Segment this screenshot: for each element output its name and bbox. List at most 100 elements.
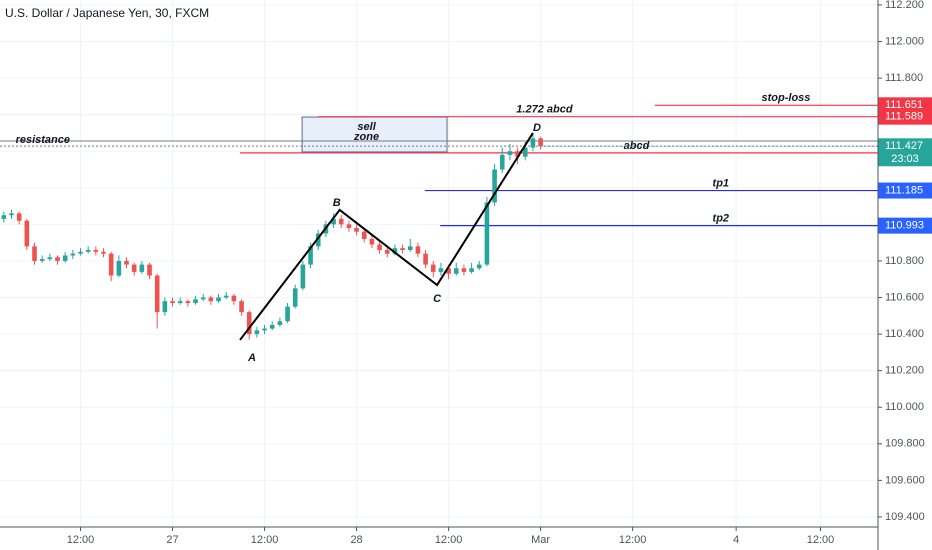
candle-body (507, 151, 513, 155)
candle-body (254, 330, 260, 335)
candle-body (55, 257, 60, 261)
candle-body (216, 297, 221, 302)
price-tag-label: 111.651 (885, 99, 923, 111)
level-label: tp2 (713, 213, 730, 225)
y-tick-label: 110.400 (885, 328, 924, 340)
candle-body (85, 249, 91, 252)
price-tag-label: 111.185 (885, 184, 923, 196)
x-tick-label: 27 (166, 534, 178, 546)
candle-body (446, 268, 451, 274)
candle-body (392, 248, 398, 254)
candle-body (131, 264, 137, 272)
price-tag-label: 111.589 (885, 111, 923, 123)
y-tick-label: 109.400 (885, 511, 925, 523)
candle-body (354, 228, 359, 232)
y-tick-label: 110.600 (885, 291, 924, 303)
pattern-label: A (247, 352, 256, 364)
candle-body (315, 233, 321, 247)
candle-body (369, 238, 375, 245)
x-tick-label: 12:00 (67, 534, 95, 546)
y-tick-label: 110.200 (885, 365, 924, 377)
candle-body (200, 297, 206, 300)
candle-body (147, 264, 152, 276)
candle-body (78, 251, 83, 254)
y-tick-label: 109.800 (885, 438, 925, 450)
candle-body (101, 251, 106, 254)
candle-body (361, 231, 367, 239)
price-tag (878, 217, 932, 234)
candle-body (62, 255, 68, 261)
candle-body (32, 246, 37, 261)
y-tick-label: 109.600 (885, 474, 925, 486)
candle-body (538, 138, 543, 147)
candle-body (530, 138, 536, 148)
sell-zone (301, 116, 448, 153)
candle-body (415, 246, 421, 254)
x-tick-label: 12:00 (435, 534, 463, 546)
candle-body (208, 297, 214, 302)
level-label: stop-loss (762, 92, 811, 104)
level-label: abcd (624, 140, 650, 152)
last-price-label: 111.427 (885, 140, 923, 152)
y-tick-label: 110.800 (885, 255, 924, 267)
candle-body (453, 268, 459, 274)
price-tag-label: 110.993 (885, 220, 924, 232)
candle-body (177, 301, 183, 303)
y-tick-label: 112.200 (885, 0, 924, 11)
candle-body (239, 301, 244, 313)
x-tick-label: 28 (350, 534, 362, 546)
y-tick-label: 111.800 (885, 72, 923, 84)
sell-zone-label: zone (353, 131, 379, 143)
pattern-label: B (333, 197, 341, 209)
price-tag (878, 182, 932, 199)
candle-body (484, 202, 490, 265)
candle-body (377, 244, 382, 250)
candle-body (47, 257, 53, 260)
y-tick-label: 112.000 (885, 35, 924, 47)
candle-body (246, 312, 252, 335)
candle-body (461, 268, 467, 272)
candle-body (438, 268, 444, 272)
y-tick-label: 110.000 (885, 401, 924, 413)
candle-body (407, 246, 413, 250)
last-price-tag (878, 138, 932, 167)
resistance-label: resistance (16, 134, 70, 146)
candle-body (430, 264, 436, 272)
candle-body (108, 253, 114, 276)
candle-body (469, 268, 474, 272)
candle-body (331, 218, 336, 225)
candle-body (292, 288, 298, 307)
price-tag (878, 108, 932, 125)
candle-body (269, 324, 275, 329)
x-tick-label: 4 (733, 534, 739, 546)
candle-body (193, 299, 198, 303)
candle-body (70, 253, 76, 256)
candle-body (185, 301, 191, 303)
x-tick-label: 12:00 (807, 534, 835, 546)
candle-body (423, 253, 428, 265)
candle-body (231, 295, 237, 302)
candle-body (154, 275, 160, 313)
candle-body (116, 260, 122, 276)
candle-body (277, 321, 283, 325)
x-tick-label: 12:00 (251, 534, 279, 546)
candle-body (522, 147, 528, 157)
candle-body (400, 248, 405, 250)
candle-body (39, 259, 45, 261)
candle-body (285, 306, 290, 322)
chart-title: U.S. Dollar / Japanese Yen, 30, FXCM (5, 6, 209, 20)
candle-body (308, 246, 313, 265)
candle-body (1, 215, 7, 219)
pattern-label: C (433, 293, 442, 305)
candle-body (93, 249, 99, 252)
candle-body (16, 213, 22, 221)
candle-body (139, 264, 145, 272)
sell-zone-label: sell (357, 121, 376, 133)
candle-body (9, 213, 14, 216)
candle-body (124, 260, 129, 265)
candle-body (346, 224, 352, 229)
candle-body (384, 249, 390, 254)
level-label: tp1 (713, 177, 730, 189)
candle-body (170, 301, 175, 303)
